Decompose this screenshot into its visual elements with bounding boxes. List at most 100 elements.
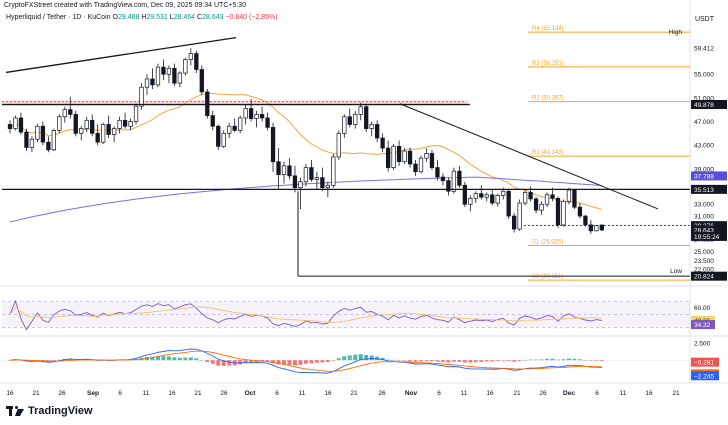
macd-histogram-bar (561, 359, 566, 361)
candle (227, 122, 232, 139)
candle-body (79, 128, 84, 134)
macd-histogram-bar (199, 359, 204, 361)
time-tick-label: 21 (513, 390, 521, 397)
candle-body (139, 86, 144, 107)
candle-body (133, 105, 139, 122)
macd-histogram-bar (413, 360, 418, 362)
macd-histogram-bar (501, 360, 506, 361)
candle-body (210, 115, 215, 127)
candle-body (309, 167, 314, 180)
price-label: 49.878 (694, 102, 714, 109)
macd-histogram-bar (484, 360, 489, 362)
candle (287, 158, 292, 180)
candle-body (506, 190, 511, 217)
candle (396, 140, 402, 166)
time-tick-label: 21 (32, 390, 40, 397)
candle (435, 159, 440, 181)
macd-histogram-bar (391, 359, 396, 361)
tradingview-brand: TradingView (28, 405, 93, 417)
close-value: 28.643 (202, 14, 224, 21)
candle-body (566, 189, 572, 202)
macd-histogram-bar (451, 360, 456, 362)
macd-histogram-bar (183, 357, 188, 361)
time-tick-label: 6 (275, 390, 279, 397)
price-tick-label: 25.000 (694, 249, 714, 256)
candle (18, 112, 24, 135)
candle (544, 192, 550, 208)
candle (539, 201, 544, 215)
macd-histogram-bar (309, 360, 314, 364)
macd-histogram-bar (446, 360, 451, 363)
macd-histogram-bar (227, 360, 232, 366)
candle-body (522, 192, 528, 204)
macd-histogram-bar (599, 360, 604, 361)
price-tick-label: 55.000 (694, 72, 714, 79)
candle-body (544, 194, 550, 205)
candle (407, 147, 413, 168)
macd-pane: 2.500−0.281−1.964−2.245 (2, 340, 719, 381)
macd-histogram-bar (194, 358, 199, 361)
candle-body (451, 170, 457, 192)
macd-histogram-bar (282, 360, 286, 365)
candles (7, 48, 604, 234)
candle (512, 213, 517, 233)
candle-body (369, 124, 374, 129)
rsi-pane: 60.0040.6634.32 (2, 299, 715, 331)
candle-body (270, 127, 276, 163)
rsi-value-label: 34.32 (694, 322, 711, 329)
macd-histogram-bar (440, 360, 445, 362)
candle-body (51, 130, 56, 151)
fib-label: S2 (20.151) (532, 274, 563, 280)
drawings (2, 36, 690, 277)
candle-body (57, 116, 62, 131)
macd-value-bg (691, 357, 719, 367)
candle-body (342, 116, 347, 134)
macd-histogram-bar (523, 359, 528, 361)
macd-histogram-bar (358, 354, 363, 361)
candle (583, 214, 588, 227)
candle (155, 63, 161, 88)
candle (139, 83, 144, 110)
candle-body (199, 69, 204, 93)
candle (342, 114, 347, 139)
chart-credit: CryptoFXStreet created with TradingView.… (4, 2, 247, 9)
candle-body (298, 181, 303, 189)
price-label-bg (691, 184, 727, 194)
descending-trendline (399, 103, 659, 210)
symbol-title[interactable]: Hyperliquid / Tether · 1D · KuCoin (6, 14, 111, 21)
high-label: H (141, 14, 147, 21)
candle (303, 164, 309, 187)
candle-body (292, 175, 298, 189)
candle-body (484, 194, 489, 198)
candle (331, 154, 336, 188)
candle-body (177, 72, 183, 84)
time-tick-label: 6 (437, 390, 441, 397)
macd-histogram-bar (216, 360, 221, 366)
macd-histogram-bar (495, 360, 500, 361)
candle-body (424, 153, 429, 159)
macd-histogram-bar (457, 360, 462, 362)
price-tick-label: 33.000 (694, 202, 714, 209)
candle-body (13, 117, 18, 129)
macd-histogram-bar (353, 354, 358, 361)
candle-body (380, 137, 385, 149)
candle-body (572, 189, 577, 208)
tradingview-logo: TradingView (6, 405, 93, 417)
signal-line (9, 350, 602, 372)
price-label: 37.788 (694, 173, 714, 180)
candle-body (128, 121, 133, 127)
time-axis: 16 21 26 Sep 6 11 16 21 26 Oct 6 11 16 21 26 Nov 6 11 16 21… (6, 390, 680, 397)
candle (51, 128, 56, 152)
candle (594, 225, 599, 232)
candle (309, 159, 314, 182)
macd-histogram-bar (397, 360, 402, 361)
candle-body (106, 124, 111, 135)
candle (254, 110, 259, 128)
candle (29, 136, 35, 153)
fib-label: R2 (50.367) (532, 96, 564, 102)
candle-body (265, 117, 270, 128)
candle-body (336, 132, 341, 158)
macd-histogram-bar (556, 359, 560, 361)
candle-body (347, 116, 352, 125)
